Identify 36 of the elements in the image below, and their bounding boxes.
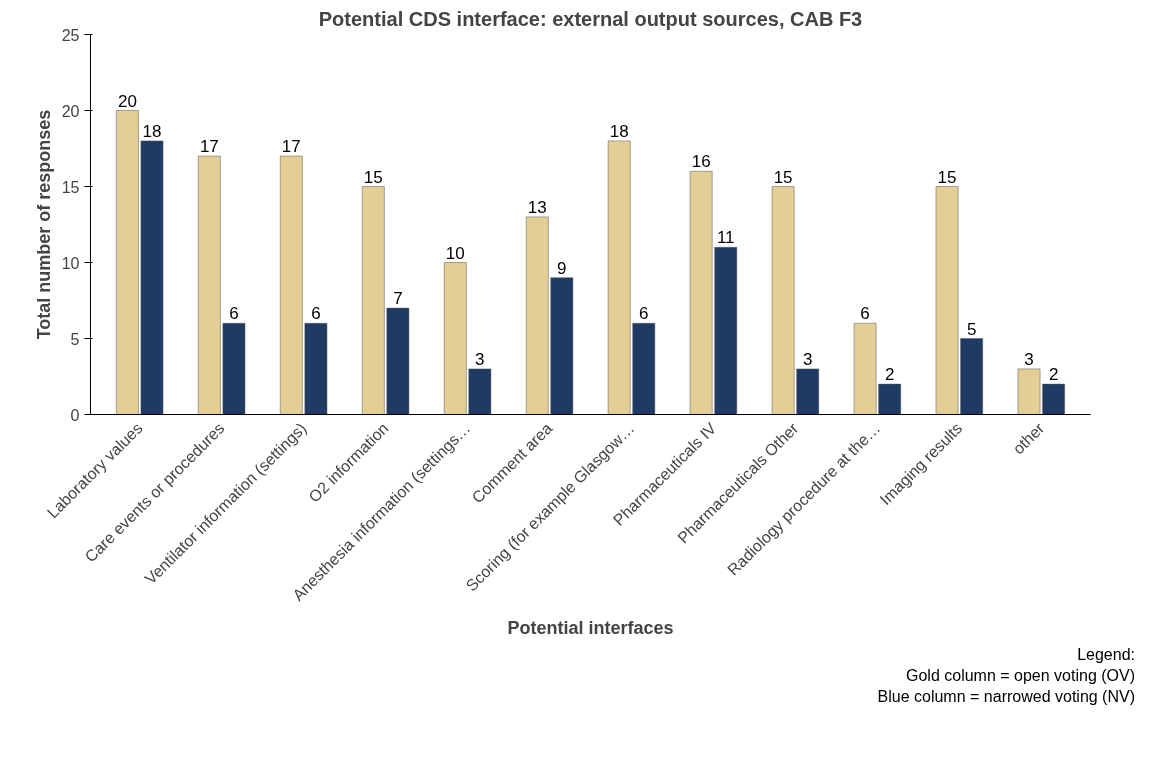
text: Blue column = narrowed voting (NV) xyxy=(877,687,1135,705)
data-label: 15 xyxy=(937,167,957,187)
data-label: 2 xyxy=(884,365,895,385)
data-label: 7 xyxy=(393,289,403,309)
data-label: 11 xyxy=(716,228,735,248)
data-label: 3 xyxy=(475,349,485,369)
data-label: 6 xyxy=(311,304,321,324)
chart-title: Potential CDS interface: external output sources, CAB F3 xyxy=(318,7,863,30)
data-label: 17 xyxy=(199,137,219,157)
data-label: 18 xyxy=(142,121,162,141)
data-label: 20 xyxy=(117,91,137,111)
data-label: 5 xyxy=(966,319,977,339)
y-tick-label: 0 xyxy=(70,406,80,424)
data-label: 3 xyxy=(1024,349,1034,369)
text: Legend: xyxy=(1077,646,1135,663)
y-tick-label: 5 xyxy=(70,330,80,348)
y-tick-label: 15 xyxy=(61,178,80,196)
x-axis-title: Potential interfaces xyxy=(507,617,674,638)
data-label: 15 xyxy=(363,167,383,187)
data-label: 17 xyxy=(281,137,301,157)
data-label: 10 xyxy=(445,243,465,263)
text: Gold column = open voting (OV) xyxy=(905,666,1135,684)
data-label: 6 xyxy=(229,304,239,324)
data-label: 18 xyxy=(609,121,629,141)
data-label: 3 xyxy=(802,349,813,369)
data-label: 13 xyxy=(527,197,547,217)
y-tick-label: 25 xyxy=(61,26,80,44)
data-label: 16 xyxy=(691,152,711,172)
data-label: 15 xyxy=(773,167,793,187)
y-tick-label: 20 xyxy=(61,102,80,120)
data-label: 9 xyxy=(557,258,567,278)
data-label: 6 xyxy=(860,304,870,324)
y-axis-title: Total number of responses xyxy=(33,109,54,340)
data-label: 2 xyxy=(1048,365,1059,385)
y-tick-label: 10 xyxy=(61,254,80,272)
data-label: 6 xyxy=(639,304,649,324)
